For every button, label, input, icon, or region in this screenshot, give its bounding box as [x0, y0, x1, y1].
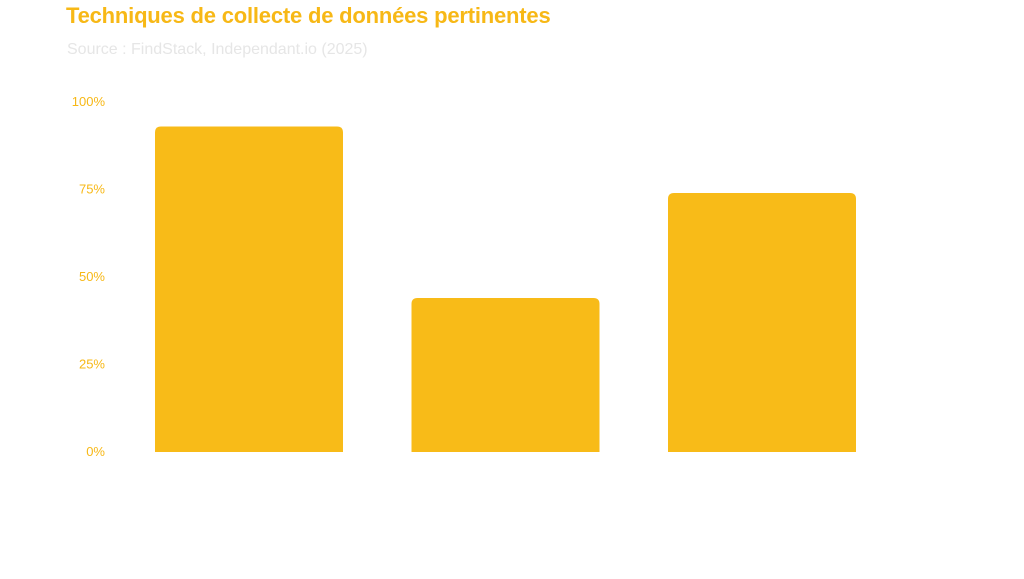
chart-subtitle: Source : FindStack, Independant.io (2025… — [67, 41, 368, 58]
y-tick-label: 75% — [79, 182, 105, 197]
bar — [411, 298, 600, 452]
chart-title: Techniques de collecte de données pertin… — [66, 3, 551, 28]
y-tick-label: 50% — [79, 269, 105, 284]
y-axis-ticks: 0% 25% 50% 75% 100% — [72, 94, 106, 459]
bars — [155, 126, 856, 452]
y-tick-label: 0% — [86, 444, 105, 459]
bar — [668, 193, 856, 452]
y-tick-label: 25% — [79, 357, 105, 372]
bar — [155, 126, 343, 452]
y-tick-label: 100% — [72, 94, 106, 109]
